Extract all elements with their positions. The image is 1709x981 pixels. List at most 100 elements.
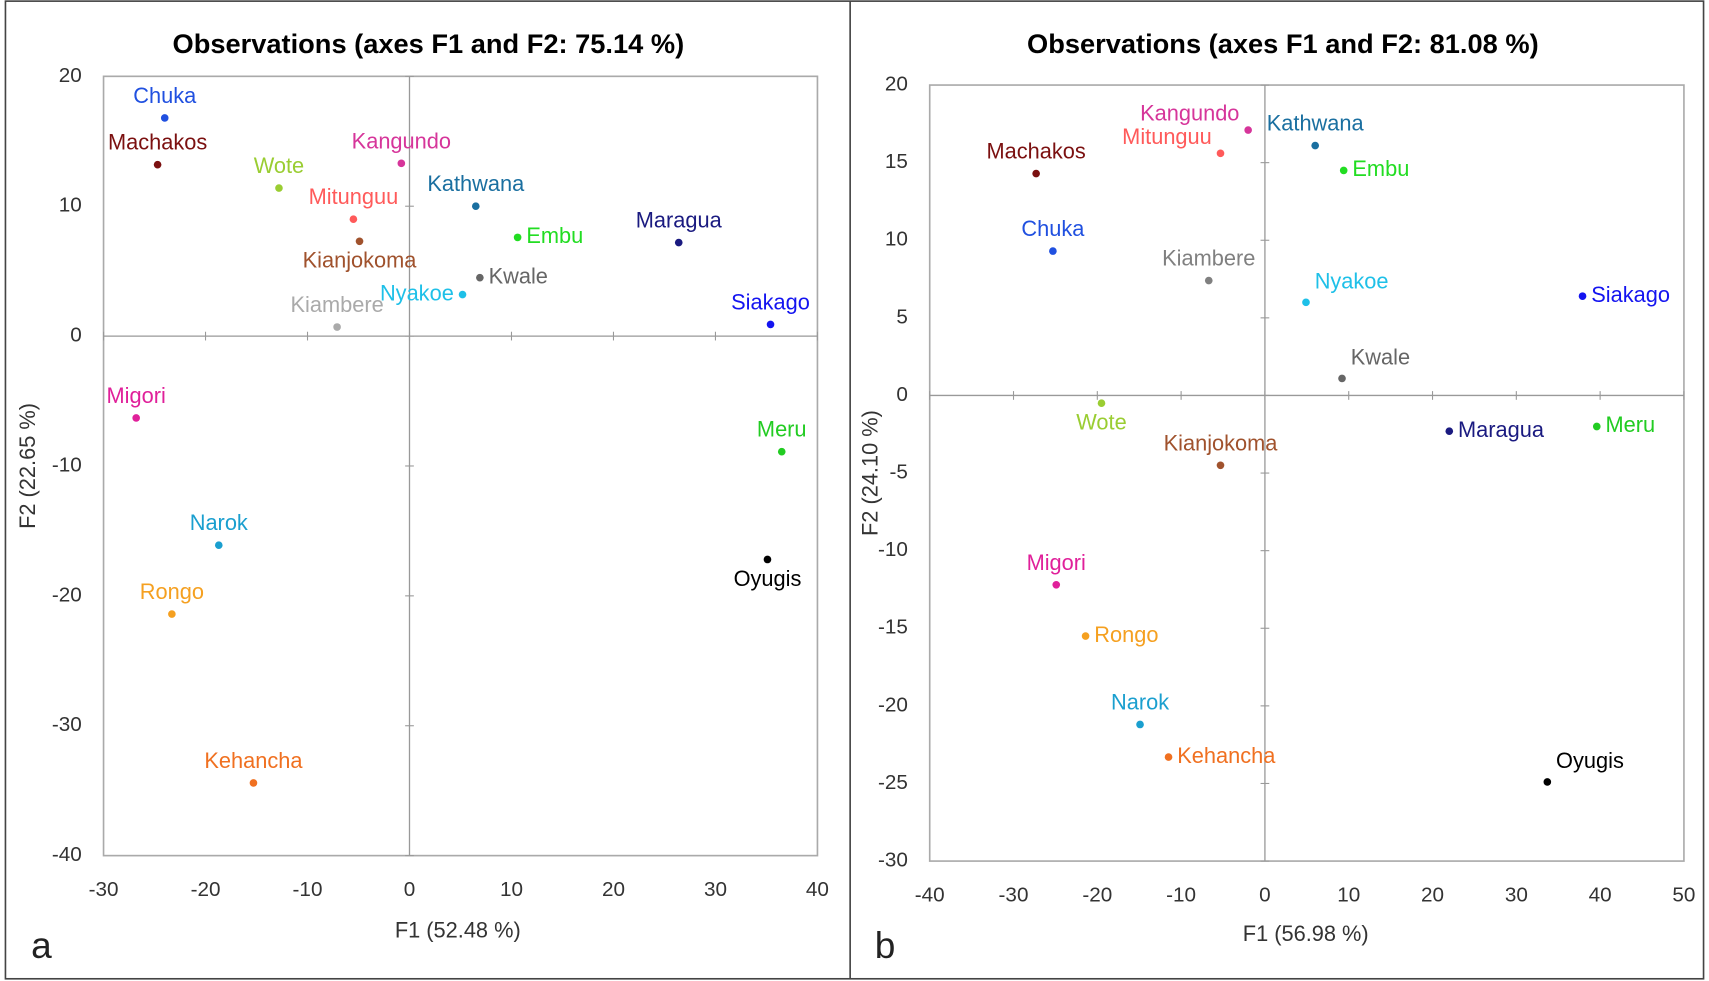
x-tick-label: -10: [1166, 883, 1196, 906]
point: [1204, 276, 1213, 285]
y-axis-title: F2 (24.10 %): [858, 410, 883, 536]
point: [777, 447, 786, 456]
point-label: Machakos: [108, 130, 207, 155]
point-label: Nyakoe: [1315, 268, 1389, 293]
point: [471, 202, 480, 211]
point-label: Wote: [254, 153, 304, 178]
y-tick-label: 10: [885, 228, 908, 251]
point: [1578, 292, 1587, 300]
point: [674, 238, 683, 247]
point: [1216, 149, 1225, 158]
x-tick-label: -20: [1082, 883, 1112, 906]
point-label: Chuka: [1021, 216, 1085, 241]
point-label: Machakos: [986, 139, 1085, 164]
point-label: Kangundo: [352, 128, 451, 153]
x-tick-label: 0: [404, 878, 416, 901]
y-tick-label: 5: [896, 305, 908, 328]
point: [160, 114, 169, 122]
point-label: Embu: [1352, 156, 1409, 181]
point-label: Narok: [190, 510, 248, 535]
x-tick-label: 20: [602, 878, 625, 901]
point: [513, 233, 522, 242]
x-tick-label: 10: [1337, 883, 1360, 906]
x-tick-label: 40: [1589, 883, 1612, 906]
x-tick-label: 30: [704, 878, 727, 901]
y-tick-label: -15: [878, 616, 908, 639]
point-label: Kwale: [489, 263, 548, 288]
x-tick-label: -10: [293, 878, 323, 901]
chart-title: Observations (axes F1 and F2: 81.08 %): [1027, 28, 1539, 59]
y-tick-label: -20: [52, 583, 82, 606]
point: [766, 320, 775, 329]
x-tick-label: 20: [1421, 883, 1444, 906]
point: [1216, 461, 1225, 470]
point: [1097, 399, 1106, 408]
point-label: Kehancha: [204, 748, 303, 773]
x-tick-label: 10: [500, 878, 523, 901]
point-label: Kiambere: [290, 292, 383, 317]
y-tick-label: -10: [52, 453, 82, 476]
point: [1244, 126, 1252, 134]
x-tick-label: -30: [89, 878, 119, 901]
point-label: Maragua: [636, 208, 723, 233]
x-axis-title: F1 (56.98 %): [1243, 921, 1369, 946]
x-tick-label: 30: [1505, 883, 1528, 906]
point: [1311, 141, 1320, 150]
y-tick-label: 0: [896, 383, 908, 406]
point-label: Chuka: [133, 83, 197, 108]
point: [355, 237, 364, 246]
point: [275, 184, 283, 192]
y-tick-label: -5: [890, 461, 908, 484]
point-label: Kathwana: [427, 171, 525, 196]
point-label: Migori: [107, 383, 166, 408]
point: [349, 215, 358, 224]
point: [1445, 427, 1454, 435]
point: [1052, 580, 1061, 589]
point-label: Wote: [1076, 410, 1126, 435]
x-axis-title: F1 (52.48 %): [395, 918, 521, 943]
point: [397, 159, 406, 168]
y-tick-label: -25: [878, 771, 908, 794]
x-tick-label: -40: [915, 883, 945, 906]
point-label: Kehancha: [1177, 743, 1276, 768]
y-tick-label: 20: [885, 73, 908, 96]
point-label: Maragua: [1458, 417, 1545, 442]
y-tick-label: -40: [52, 843, 82, 866]
point: [132, 414, 140, 422]
x-tick-label: 40: [806, 878, 829, 901]
point-label: Kiambere: [1162, 246, 1255, 271]
point: [1164, 753, 1173, 761]
y-tick-label: -20: [878, 693, 908, 716]
point: [1543, 778, 1552, 786]
x-tick-label: 0: [1259, 883, 1271, 906]
x-tick-label: -20: [191, 878, 221, 901]
point-label: Nyakoe: [380, 280, 454, 305]
point-label: Siakago: [731, 289, 810, 314]
point: [1136, 720, 1144, 729]
point-label: Embu: [526, 223, 583, 248]
point-label: Kwale: [1351, 345, 1410, 370]
point: [153, 160, 162, 169]
point-label: Narok: [1111, 690, 1169, 715]
point: [1339, 166, 1348, 175]
plot-area: [102, 75, 819, 857]
point: [1032, 169, 1040, 178]
point: [1592, 422, 1601, 431]
point-label: Kangundo: [1140, 101, 1239, 126]
point-label: Oyugis: [734, 566, 802, 591]
point: [214, 541, 223, 550]
point-label: Rongo: [140, 579, 204, 604]
x-tick-label: 50: [1672, 883, 1695, 906]
point: [168, 610, 176, 618]
point: [249, 779, 258, 787]
y-tick-label: 20: [59, 64, 82, 87]
point-label: Migori: [1027, 550, 1086, 575]
point: [1338, 374, 1346, 383]
point-label: Rongo: [1094, 622, 1158, 647]
point: [476, 273, 484, 282]
point: [1302, 298, 1310, 307]
y-tick-label: -30: [52, 713, 82, 736]
point-label: Kianjokoma: [303, 248, 418, 273]
x-tick-label: -30: [999, 883, 1029, 906]
